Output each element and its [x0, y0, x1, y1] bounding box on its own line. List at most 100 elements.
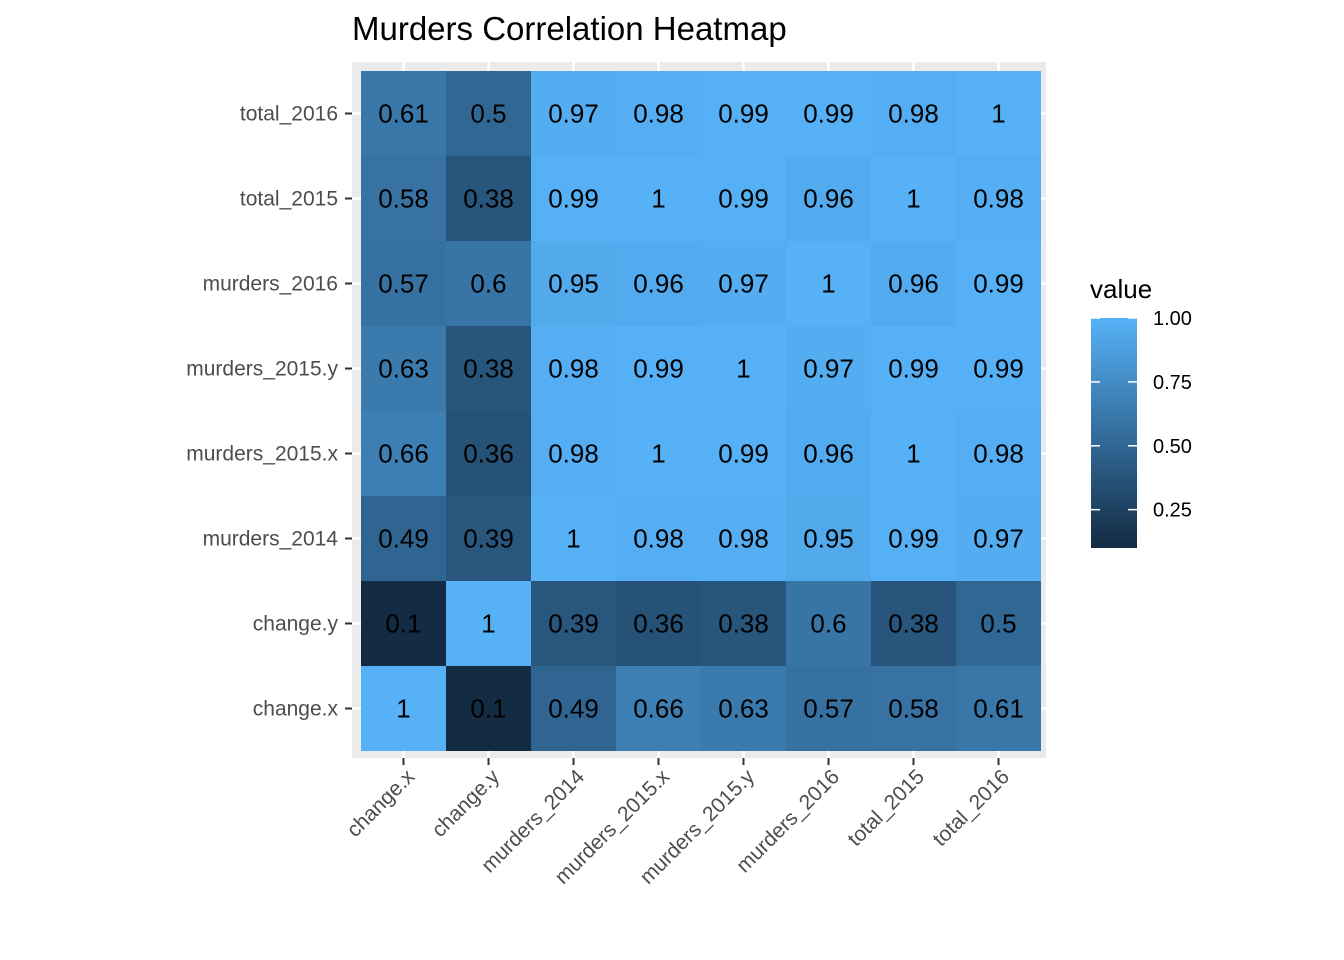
heatmap-cell	[361, 411, 446, 496]
heatmap-cell	[446, 581, 531, 666]
heatmap-cell	[531, 156, 616, 241]
heatmap-cells	[352, 62, 1046, 758]
cell-value-label: 0.95	[803, 524, 854, 554]
cell-value-label: 0.63	[378, 354, 429, 384]
cell-value-label: 0.39	[548, 609, 599, 639]
cell-value-label: 0.6	[470, 269, 506, 299]
y-tick-label: change.x	[253, 698, 339, 721]
chart-title: Murders Correlation Heatmap	[352, 10, 787, 47]
cell-value-label: 0.99	[888, 354, 939, 384]
cell-value-label: 0.95	[548, 269, 599, 299]
heatmap-cell	[871, 156, 956, 241]
heatmap-cell	[616, 326, 701, 411]
heatmap-cell	[701, 666, 786, 751]
cell-value-label: 0.99	[548, 184, 599, 214]
x-axis: change.x change.ymurders_2014murders_2015…	[343, 758, 1014, 889]
heatmap-cell	[956, 71, 1041, 156]
heatmap-cell	[361, 156, 446, 241]
cell-value-label: 0.99	[633, 354, 684, 384]
heatmap-cell	[956, 241, 1041, 326]
cell-value-label: 0.66	[633, 694, 684, 724]
cell-value-label: 0.99	[973, 354, 1024, 384]
cell-value-label: 0.97	[718, 269, 769, 299]
heatmap-cell	[616, 411, 701, 496]
cell-value-labels: 1 0.1 0.49 0.66 0.63 0.57 0.58 0.610.1 1 0.39 0.36…	[378, 99, 1024, 724]
heatmap-cell	[616, 241, 701, 326]
heatmap-cell	[701, 156, 786, 241]
heatmap-cell	[616, 581, 701, 666]
y-axis: change.x change.y murders_2014 murders_2015…	[186, 103, 352, 721]
cell-value-label: 1	[906, 184, 920, 214]
cell-value-label: 0.99	[803, 99, 854, 129]
cell-value-label: 1	[821, 269, 835, 299]
heatmap-cell	[701, 241, 786, 326]
heatmap-cell	[956, 581, 1041, 666]
heatmap-cell	[531, 326, 616, 411]
cell-value-label: 0.1	[470, 694, 506, 724]
legend-colorbar	[1091, 318, 1137, 548]
heatmap-cell	[446, 71, 531, 156]
cell-value-label: 0.97	[973, 524, 1024, 554]
y-tick-label: murders_2014	[203, 528, 339, 551]
cell-value-label: 0.61	[378, 99, 429, 129]
heatmap-cell	[871, 241, 956, 326]
heatmap-cell	[956, 666, 1041, 751]
heatmap-cell	[446, 326, 531, 411]
cell-value-label: 0.57	[803, 694, 854, 724]
cell-value-label: 1	[991, 99, 1005, 129]
cell-value-label: 1	[396, 694, 410, 724]
cell-value-label: 0.57	[378, 269, 429, 299]
y-tick-label: murders_2015.x	[186, 443, 338, 466]
heatmap-cell	[361, 496, 446, 581]
cell-value-label: 0.38	[463, 184, 514, 214]
heatmap-cell	[446, 666, 531, 751]
heatmap-cell	[871, 581, 956, 666]
heatmap-cell	[616, 156, 701, 241]
cell-value-label: 0.96	[803, 439, 854, 469]
cell-value-label: 0.5	[980, 609, 1016, 639]
cell-value-label: 0.66	[378, 439, 429, 469]
heatmap-cell	[786, 156, 871, 241]
y-tick-label: change.y	[253, 613, 339, 636]
heatmap-cell	[786, 581, 871, 666]
heatmap-cell	[361, 666, 446, 751]
cell-value-label: 0.99	[888, 524, 939, 554]
heatmap-cell	[361, 581, 446, 666]
heatmap-cell	[446, 496, 531, 581]
x-tick-label: total_2016	[928, 765, 1014, 851]
heatmap-cell	[701, 326, 786, 411]
heatmap-cell	[616, 496, 701, 581]
cell-value-label: 0.36	[463, 439, 514, 469]
legend-tick-label: 0.75	[1153, 372, 1192, 394]
cell-value-label: 0.96	[888, 269, 939, 299]
heatmap-cell	[871, 496, 956, 581]
cell-value-label: 0.49	[378, 524, 429, 554]
cell-value-label: 0.63	[718, 694, 769, 724]
cell-value-label: 1	[566, 524, 580, 554]
heatmap-cell	[446, 411, 531, 496]
heatmap-cell	[701, 581, 786, 666]
y-tick-label: total_2016	[240, 103, 338, 126]
heatmap-cell	[786, 326, 871, 411]
y-tick-label: murders_2015.y	[186, 358, 338, 381]
color-legend: value 0.25 0.50 0.75 1.00	[1090, 274, 1192, 548]
cell-value-label: 0.99	[718, 439, 769, 469]
cell-value-label: 0.97	[548, 99, 599, 129]
cell-value-label: 0.49	[548, 694, 599, 724]
cell-value-label: 0.6	[810, 609, 846, 639]
heatmap-cell	[786, 71, 871, 156]
legend-ticks: 0.25 0.50 0.75 1.00	[1091, 308, 1192, 522]
legend-tick-label: 0.50	[1153, 436, 1192, 458]
heatmap-cell	[786, 666, 871, 751]
heatmap-cell	[786, 496, 871, 581]
heatmap-cell	[701, 496, 786, 581]
cell-value-label: 0.58	[378, 184, 429, 214]
cell-value-label: 0.96	[633, 269, 684, 299]
cell-value-label: 0.36	[633, 609, 684, 639]
cell-value-label: 0.99	[718, 184, 769, 214]
cell-value-label: 0.98	[633, 99, 684, 129]
heatmap-cell	[531, 241, 616, 326]
heatmap-cell	[531, 71, 616, 156]
cell-value-label: 0.98	[718, 524, 769, 554]
